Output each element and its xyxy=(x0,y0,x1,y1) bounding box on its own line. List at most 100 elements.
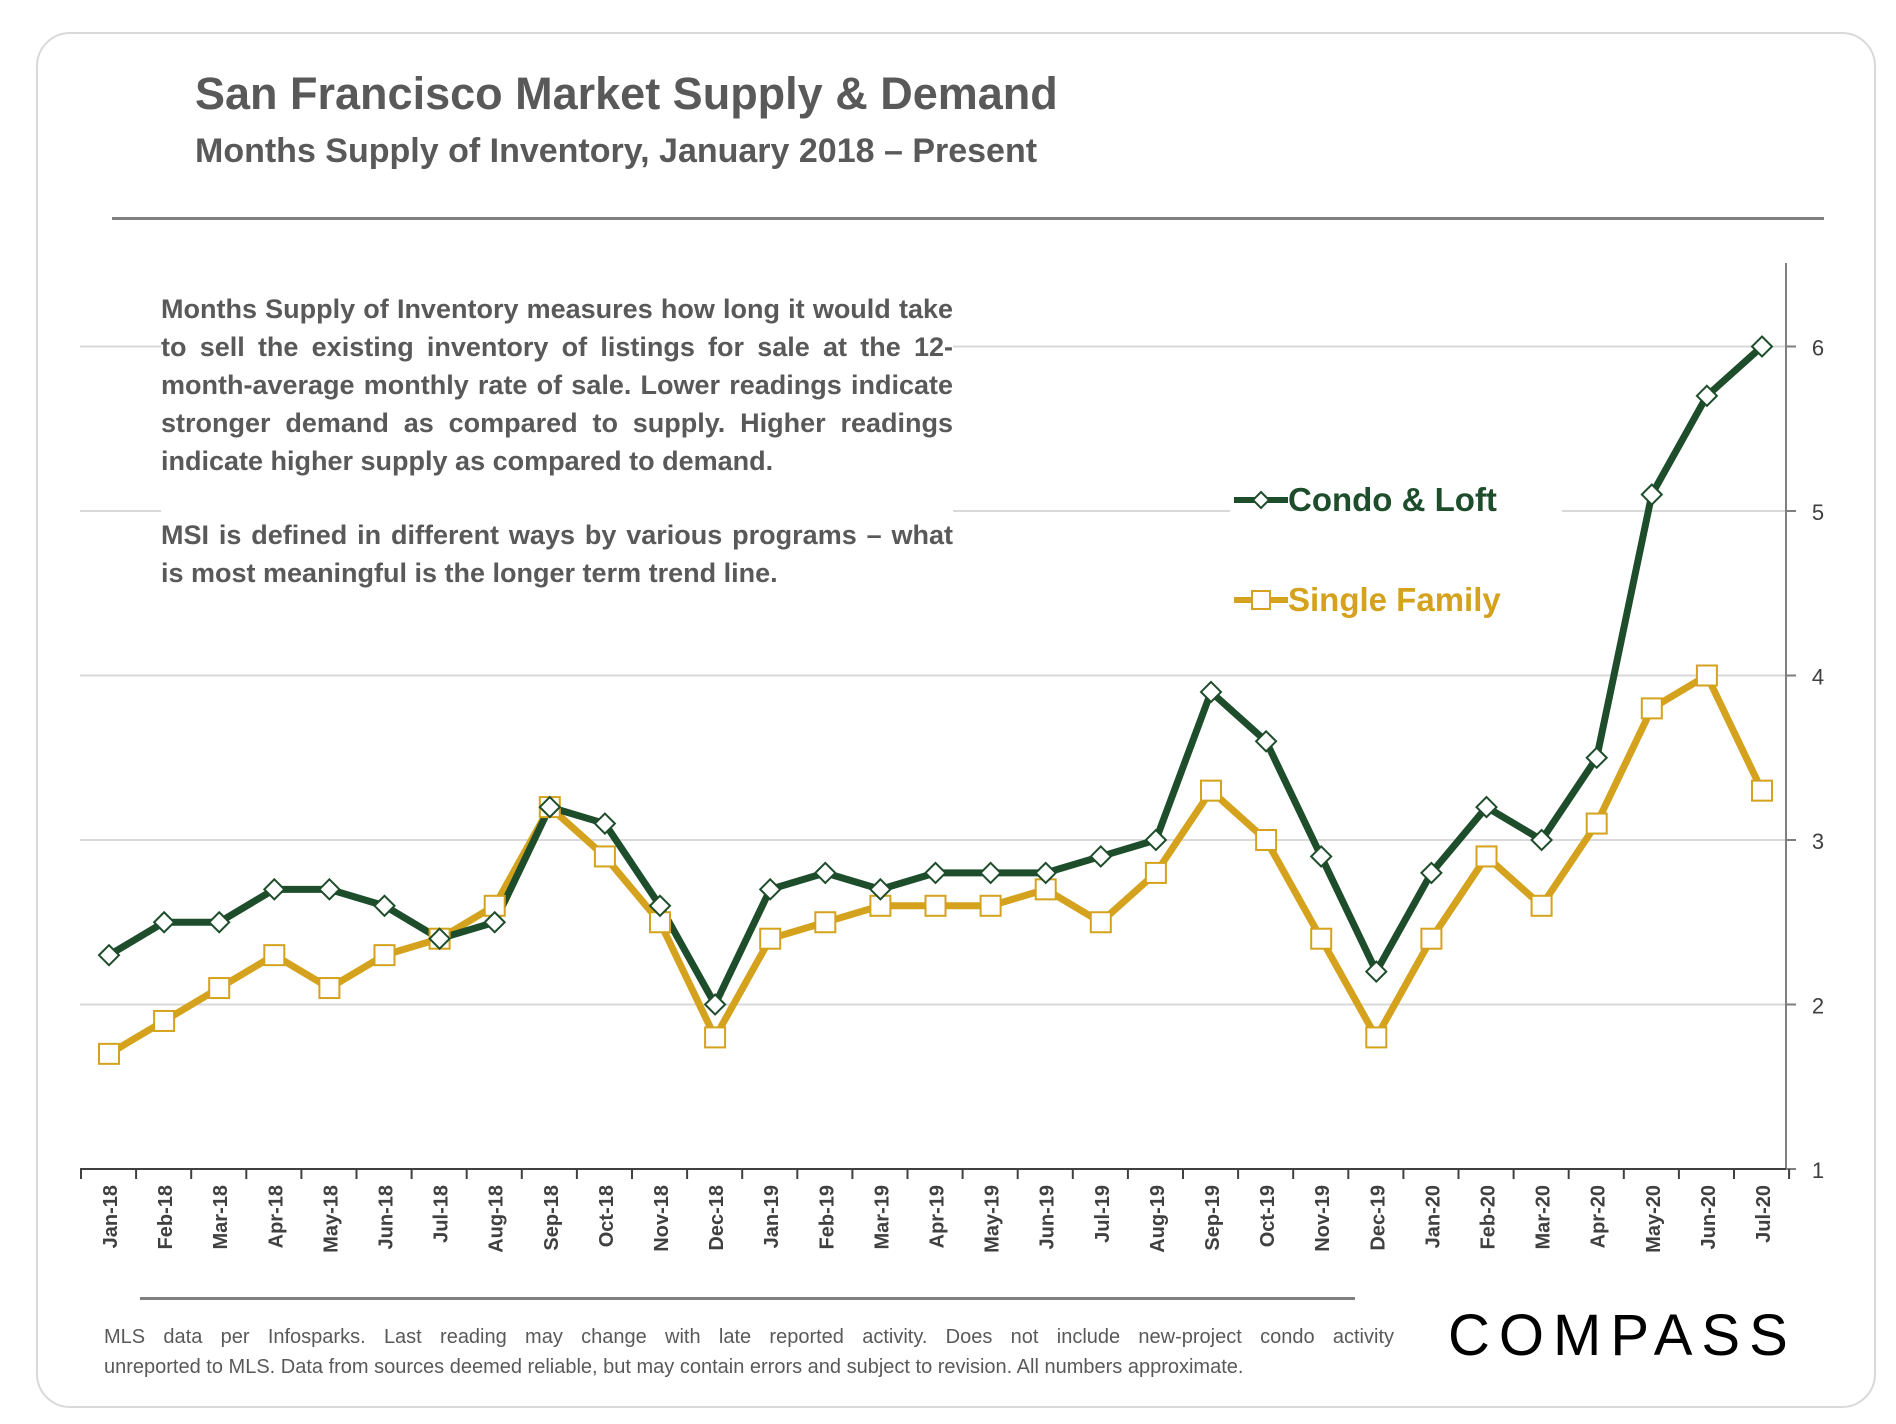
condo-loft-point xyxy=(703,993,727,1016)
condo-loft-point xyxy=(1419,861,1443,885)
x-tick-label: May-19 xyxy=(982,1185,1004,1253)
y-tick-label: 5 xyxy=(1812,500,1824,525)
condo-loft-point xyxy=(1144,828,1168,852)
y-tick-label: 2 xyxy=(1812,994,1824,1019)
condo-loft-point xyxy=(483,910,507,934)
single-family-point xyxy=(1365,1026,1388,1049)
explanation-text-box: Months Supply of Inventory measures how … xyxy=(161,290,953,628)
x-tick-label: Jun-18 xyxy=(376,1185,398,1249)
legend-single-family-marker-icon xyxy=(1234,590,1288,610)
legend-condo-marker-icon xyxy=(1234,490,1288,510)
x-tick-label: Mar-19 xyxy=(871,1185,893,1249)
x-tick-label: Jan-20 xyxy=(1422,1185,1444,1248)
explanation-paragraph-1: Months Supply of Inventory measures how … xyxy=(161,294,953,476)
line-chart: 1 2 3 4 5 6 Jan-18 Feb-18 Mar-18 Apr-18 May-18 Jun-… xyxy=(80,263,1824,1253)
x-tick-label: Jul-20 xyxy=(1753,1185,1775,1243)
y-tick-label: 4 xyxy=(1812,665,1824,690)
single-family-point xyxy=(1640,697,1663,720)
condo-loft-point xyxy=(924,861,947,885)
x-tick-label: Apr-20 xyxy=(1588,1185,1610,1248)
condo-loft-point xyxy=(1364,960,1388,984)
condo-loft-point xyxy=(1089,845,1113,868)
explanation-paragraph-2: MSI is defined in different ways by vari… xyxy=(161,520,953,588)
single-family-point xyxy=(373,944,396,967)
single-family-point xyxy=(1530,894,1553,917)
x-tick-label: Jan-19 xyxy=(761,1185,783,1248)
x-tick-label: Aug-18 xyxy=(486,1185,508,1253)
y-tick-label: 1 xyxy=(1812,1158,1824,1183)
condo-loft-point xyxy=(1254,729,1278,753)
title-divider xyxy=(112,217,1824,220)
single-family-point xyxy=(979,894,1002,917)
single-family-point xyxy=(1695,664,1718,687)
x-tick-label: Sep-18 xyxy=(541,1185,563,1251)
y-tick-label: 3 xyxy=(1812,829,1824,854)
single-family-point xyxy=(208,977,231,1000)
single-family-point xyxy=(1420,927,1443,950)
x-tick-label: Jun-20 xyxy=(1698,1185,1720,1249)
footnote-line-1: MLS data per Infosparks. Last reading ma… xyxy=(104,1326,1394,1348)
x-tick-label: Feb-20 xyxy=(1478,1185,1500,1249)
condo-loft-point xyxy=(813,861,837,885)
condo-loft-point xyxy=(262,877,286,901)
condo-loft-point xyxy=(1585,746,1609,770)
condo-loft-point xyxy=(1695,384,1719,408)
condo-loft-point xyxy=(152,910,176,934)
chart-subtitle: Months Supply of Inventory, January 2018… xyxy=(195,132,1038,170)
condo-loft-point xyxy=(373,894,396,918)
single-family-point xyxy=(704,1026,727,1049)
x-tick-label: Dec-19 xyxy=(1367,1185,1389,1251)
x-tick-label: May-20 xyxy=(1643,1185,1665,1253)
single-family-point xyxy=(1585,812,1608,835)
x-tick-label: Jan-18 xyxy=(100,1185,122,1248)
single-family-point xyxy=(1144,861,1167,884)
condo-loft-point xyxy=(428,927,452,951)
condo-loft-point xyxy=(317,877,341,901)
single-family-point xyxy=(98,1042,120,1065)
single-family-point xyxy=(924,894,947,917)
condo-loft-point xyxy=(593,812,617,835)
x-tick-label: Oct-19 xyxy=(1257,1185,1279,1247)
x-tick-label: Mar-20 xyxy=(1533,1185,1555,1249)
x-tick-label: May-18 xyxy=(320,1185,342,1253)
condo-loft-point xyxy=(1034,861,1058,885)
condo-loft-point xyxy=(1475,795,1498,819)
condo-loft-point xyxy=(1750,335,1774,358)
x-tick-label: Sep-19 xyxy=(1202,1185,1224,1251)
single-family-point xyxy=(814,911,837,934)
condo-loft-point xyxy=(1530,828,1554,852)
single-family-point xyxy=(1310,927,1333,950)
single-family-point xyxy=(1089,911,1112,934)
legend-condo-label: Condo & Loft xyxy=(1288,481,1497,518)
chart-title: San Francisco Market Supply & Demand xyxy=(195,68,1058,119)
single-family-point xyxy=(153,1009,176,1032)
condo-loft-point xyxy=(207,910,231,934)
condo-loft-point xyxy=(979,861,1003,885)
x-tick-label: Mar-18 xyxy=(210,1185,232,1249)
x-tick-label: Nov-18 xyxy=(651,1185,673,1252)
single-family-point xyxy=(1475,845,1498,868)
x-tick-label: Nov-19 xyxy=(1312,1185,1334,1252)
single-family-point xyxy=(263,944,286,967)
footer-divider xyxy=(140,1297,1355,1300)
x-tick-label: Apr-18 xyxy=(265,1185,287,1248)
y-tick-label: 6 xyxy=(1812,336,1824,361)
single-family-point xyxy=(759,927,782,950)
x-tick-label: Feb-18 xyxy=(155,1185,177,1249)
legend-single-family-label: Single Family xyxy=(1288,581,1501,618)
single-family-point xyxy=(1751,779,1773,802)
legend-item-single-family: Single Family xyxy=(1230,580,1562,622)
condo-loft-point xyxy=(97,943,121,967)
single-family-point xyxy=(1255,829,1278,851)
condo-loft-point xyxy=(648,894,672,918)
compass-logo: COMPASS xyxy=(1448,1303,1797,1368)
legend-item-condo: Condo & Loft xyxy=(1230,480,1562,522)
x-tick-label: Jul-18 xyxy=(431,1185,453,1243)
single-family-point xyxy=(593,845,616,868)
condo-loft-point xyxy=(1199,680,1223,704)
x-tick-label: Apr-19 xyxy=(927,1185,949,1248)
footnote-line-2: unreported to MLS. Data from sources dee… xyxy=(104,1356,1244,1378)
x-tick-label: Feb-19 xyxy=(816,1185,838,1249)
condo-loft-point xyxy=(758,877,782,901)
x-tick-label: Jun-19 xyxy=(1037,1185,1059,1249)
